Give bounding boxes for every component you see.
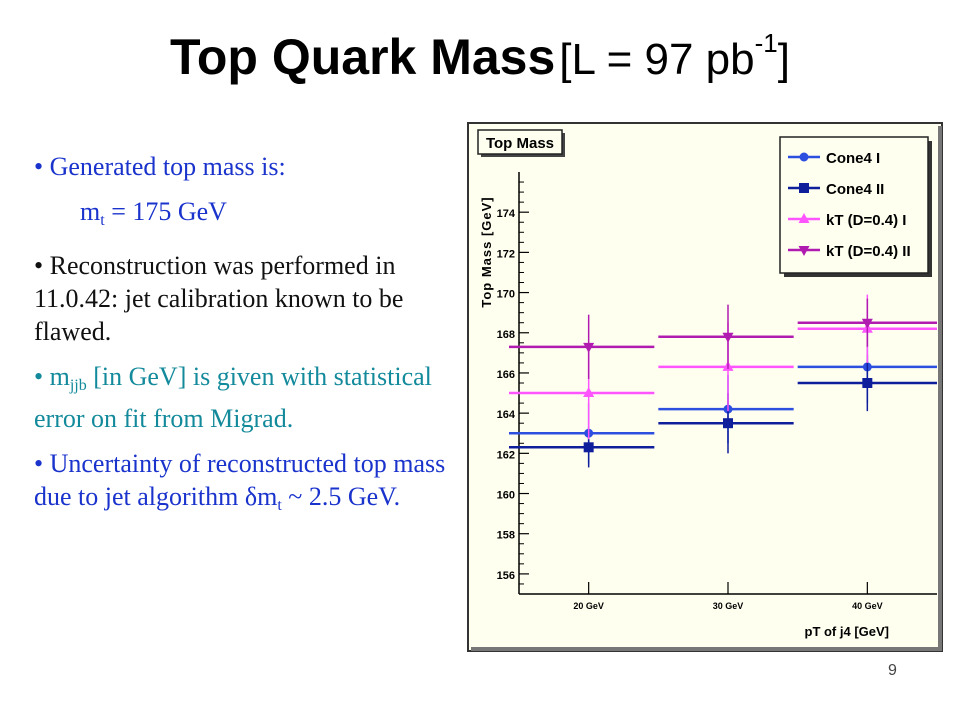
uncertainty-symbol: δm bbox=[244, 482, 278, 511]
data-point-square bbox=[723, 418, 733, 429]
plot-content: 156 158 160 162 164 166 168 170 172 174 20 GeV 30 G… bbox=[497, 136, 937, 611]
mass-symbol: m bbox=[80, 197, 101, 226]
title-luminosity: [L = 97 pb-1] bbox=[559, 28, 790, 84]
data-point-triangle-up bbox=[798, 213, 810, 223]
title-luminosity-text: [L = 97 pb bbox=[559, 35, 755, 84]
mass-subscript: t bbox=[100, 212, 105, 229]
y-tick-label: 164 bbox=[497, 409, 516, 421]
bullet-reconstruction: • Reconstruction was performed in 11.0.4… bbox=[34, 251, 404, 346]
data-point-square bbox=[583, 442, 594, 453]
page-number: 9 bbox=[888, 662, 897, 679]
x-tick-label: 30 GeV bbox=[713, 601, 744, 611]
uncertainty-subscript: t bbox=[277, 497, 282, 514]
chart-title-box-body bbox=[477, 129, 563, 155]
mjjb-text: [in GeV] is given with statistical error… bbox=[34, 362, 432, 433]
title-luminosity-close: ] bbox=[777, 35, 790, 84]
legend-label: kT (D=0.4) II bbox=[826, 243, 911, 260]
bullet-generated-mass-value: mt = 175 GeV bbox=[34, 195, 454, 237]
chart-frame-shadow-right bbox=[938, 126, 942, 651]
x-tick-label: 20 GeV bbox=[573, 601, 604, 611]
chart-frame-shadow-bottom bbox=[471, 647, 942, 651]
data-point-triangle-up bbox=[583, 387, 595, 398]
legend-label: Cone4 II bbox=[826, 181, 884, 198]
bullet-mjjb: • mjjb [in GeV] is given with statistica… bbox=[34, 360, 454, 435]
y-tick-label: 158 bbox=[497, 530, 515, 542]
y-axis-label: Top Mass [GeV] bbox=[479, 196, 494, 307]
slide-title: Top Quark Mass [L = 97 pb-1] bbox=[0, 28, 960, 86]
data-point-square bbox=[799, 183, 809, 193]
legend-label: kT (D=0.4) I bbox=[826, 212, 906, 229]
mjjb-symbol: • m bbox=[34, 362, 70, 391]
data-point-square bbox=[862, 378, 873, 388]
mass-value: = 175 GeV bbox=[104, 197, 227, 226]
bullet-uncertainty: • Uncertainty of reconstructed top mass … bbox=[34, 447, 454, 522]
mjjb-subscript: jjb bbox=[69, 377, 87, 394]
top-mass-chart: Top Mass Top Mass [GeV] pT of j4 [GeV] 1… bbox=[467, 122, 943, 652]
y-tick-label: 162 bbox=[497, 449, 515, 461]
data-point-triangle-down bbox=[798, 246, 810, 256]
data-point-triangle-down bbox=[861, 318, 873, 329]
uncertainty-text: • Uncertainty of reconstructed top mass … bbox=[34, 449, 446, 511]
bullet-generated-mass: • Generated top mass is: bbox=[34, 152, 286, 181]
y-tick-label: 174 bbox=[497, 208, 516, 220]
x-tick-label: 40 GeV bbox=[852, 601, 883, 611]
title-main: Top Quark Mass bbox=[170, 29, 556, 85]
data-point-triangle-down bbox=[722, 332, 734, 343]
legend-label: Cone4 I bbox=[826, 150, 880, 167]
chart-title-box: Top Mass bbox=[477, 129, 565, 157]
data-point-circle bbox=[799, 152, 809, 162]
y-tick-label: 166 bbox=[497, 369, 515, 381]
title-luminosity-exponent: -1 bbox=[754, 28, 778, 58]
y-tick-label: 156 bbox=[497, 570, 515, 582]
uncertainty-value: ~ 2.5 GeV. bbox=[281, 482, 401, 511]
data-point-triangle-down bbox=[583, 342, 595, 353]
y-tick-label: 168 bbox=[497, 329, 515, 341]
x-axis-label: pT of j4 [GeV] bbox=[805, 624, 890, 639]
bullet-list: • Generated top mass is: mt = 175 GeV • … bbox=[34, 150, 454, 534]
y-tick-label: 160 bbox=[497, 490, 515, 502]
y-tick-label: 172 bbox=[497, 248, 515, 260]
chart-title: Top Mass bbox=[486, 135, 554, 152]
y-tick-label: 170 bbox=[497, 289, 515, 301]
